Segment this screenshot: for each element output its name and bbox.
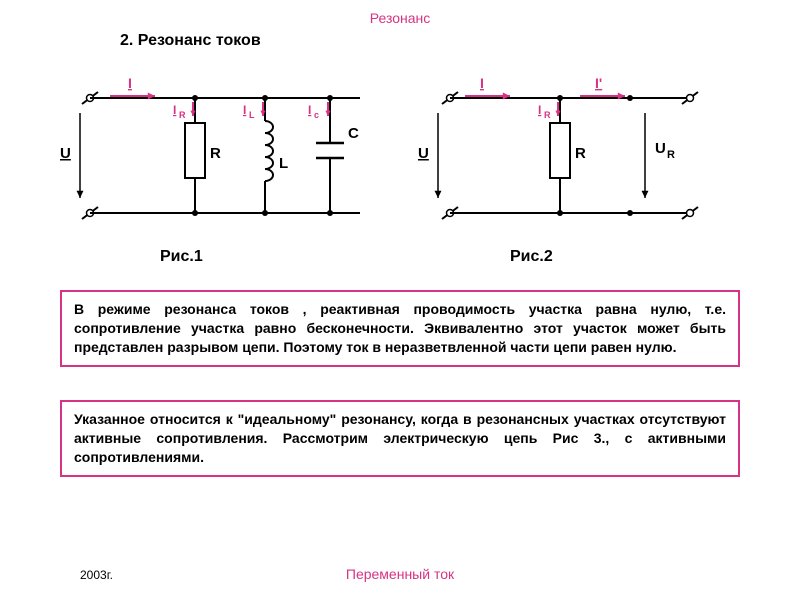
explanation-box-2: Указанное относится к "идеальному" резон… (60, 400, 740, 477)
explanation-box-1: В режиме резонанса токов , реактивная пр… (60, 290, 740, 367)
page-title: Резонанс (0, 10, 800, 26)
svg-text:R: R (575, 145, 586, 162)
svg-text:U: U (655, 140, 666, 157)
fig1-caption: Рис.1 (160, 248, 203, 266)
svg-text:I': I' (595, 75, 602, 91)
svg-text:U: U (418, 145, 429, 162)
circuit-diagrams: RLCUIIRILIcRUURII'IR (50, 58, 750, 268)
svg-text:L: L (249, 110, 255, 120)
svg-text:I: I (173, 103, 176, 117)
section-title: 2. Резонанс токов (120, 32, 261, 50)
svg-text:C: C (348, 125, 359, 142)
svg-text:R: R (210, 145, 221, 162)
svg-text:c: c (314, 110, 319, 120)
svg-text:L: L (279, 155, 288, 172)
footer-center: Переменный ток (0, 566, 800, 582)
svg-text:I: I (243, 103, 246, 117)
svg-text:R: R (667, 149, 675, 161)
svg-text:R: R (179, 110, 186, 120)
explanation-text-2: Указанное относится к "идеальному" резон… (74, 411, 726, 465)
svg-text:R: R (544, 110, 551, 120)
svg-text:I: I (480, 75, 484, 91)
svg-text:U: U (60, 145, 71, 162)
explanation-text-1: В режиме резонанса токов , реактивная пр… (74, 301, 726, 355)
svg-text:I: I (308, 103, 311, 117)
svg-text:I: I (128, 75, 132, 91)
svg-text:I: I (538, 103, 541, 117)
fig2-caption: Рис.2 (510, 248, 553, 266)
